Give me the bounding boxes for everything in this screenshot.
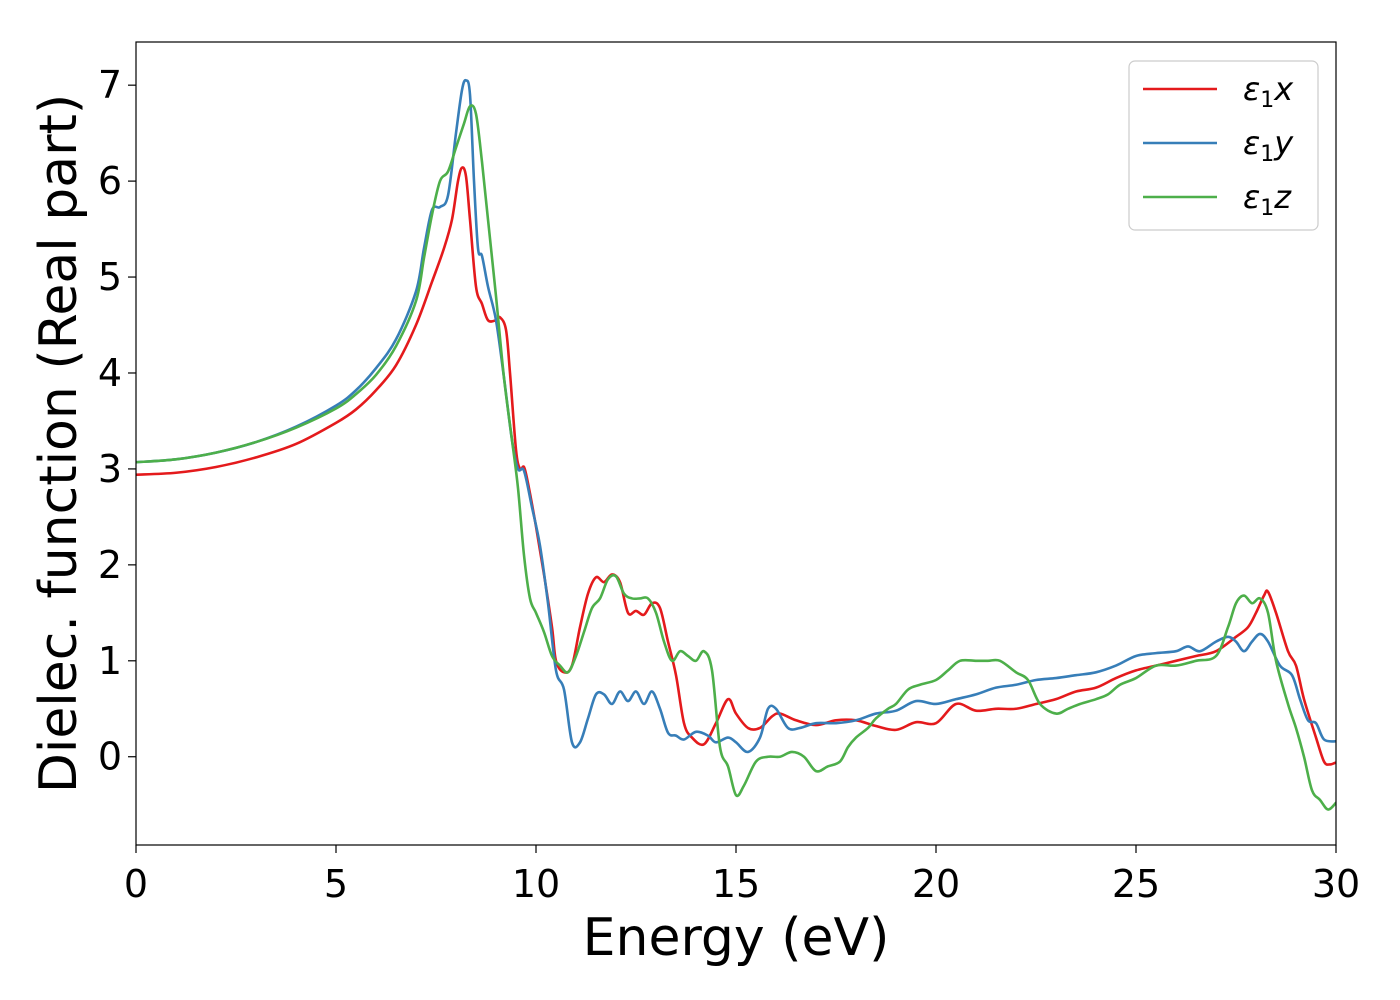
y-tick-label: 7: [98, 63, 122, 107]
x-tick-label: 20: [912, 862, 960, 906]
y-tick-label: 4: [98, 351, 122, 395]
series-line-1: [136, 78, 1336, 754]
legend-label-2: ε1z: [1243, 178, 1292, 221]
x-tick-label: 30: [1312, 862, 1360, 906]
x-tick-label: 15: [712, 862, 760, 906]
legend-label-1: ε1y: [1243, 124, 1294, 167]
legend: ε1x ε1y ε1z: [1128, 60, 1319, 231]
series-line-2: [136, 104, 1336, 811]
x-axis-ticks: 0 5 10 15 20 25 30: [124, 845, 1360, 906]
series-lines: [136, 78, 1336, 811]
y-axis-label: Dielec. function (Real part): [29, 94, 89, 793]
y-tick-label: 6: [98, 159, 122, 203]
plot-frame: [135, 41, 1337, 846]
x-tick-label: 5: [324, 862, 348, 906]
y-tick-label: 0: [98, 735, 122, 779]
y-tick-label: 5: [98, 255, 122, 299]
y-axis-ticks: 0 1 2 3 4 5 6 7: [98, 63, 136, 779]
y-tick-label: 2: [98, 543, 122, 587]
y-tick-label: 1: [98, 639, 122, 683]
series-line-0: [136, 166, 1336, 766]
legend-label-0: ε1x: [1243, 70, 1294, 113]
legend-box: [1128, 60, 1319, 231]
x-axis-label: Energy (eV): [583, 908, 890, 968]
x-tick-label: 10: [512, 862, 560, 906]
x-tick-label: 25: [1112, 862, 1160, 906]
x-tick-label: 0: [124, 862, 148, 906]
y-tick-label: 3: [98, 447, 122, 491]
